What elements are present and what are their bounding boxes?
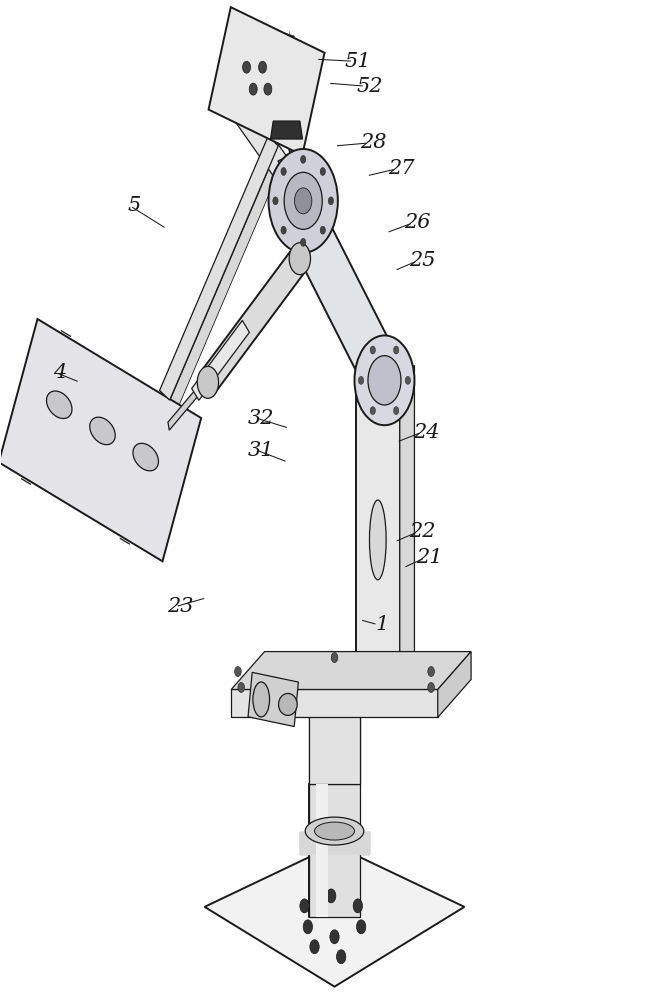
Text: 21: 21 bbox=[417, 548, 443, 567]
Circle shape bbox=[328, 197, 334, 205]
Circle shape bbox=[268, 149, 338, 253]
Text: 22: 22 bbox=[409, 522, 436, 541]
Ellipse shape bbox=[314, 822, 355, 840]
Circle shape bbox=[326, 889, 336, 903]
Text: 23: 23 bbox=[167, 597, 193, 616]
Polygon shape bbox=[231, 652, 471, 689]
Circle shape bbox=[303, 920, 312, 934]
Polygon shape bbox=[270, 121, 302, 139]
Polygon shape bbox=[169, 149, 285, 411]
Circle shape bbox=[368, 356, 401, 405]
Polygon shape bbox=[242, 113, 290, 182]
Ellipse shape bbox=[278, 693, 297, 715]
Circle shape bbox=[300, 155, 306, 163]
Circle shape bbox=[357, 920, 366, 934]
Circle shape bbox=[281, 168, 286, 175]
Polygon shape bbox=[288, 201, 388, 373]
Circle shape bbox=[355, 335, 415, 425]
Circle shape bbox=[320, 168, 325, 175]
Bar bbox=[316, 784, 328, 917]
Circle shape bbox=[197, 366, 219, 398]
Polygon shape bbox=[248, 672, 298, 727]
Circle shape bbox=[427, 682, 434, 692]
Text: 25: 25 bbox=[409, 251, 436, 270]
Polygon shape bbox=[400, 365, 415, 689]
Circle shape bbox=[393, 346, 399, 354]
Polygon shape bbox=[0, 319, 201, 561]
Polygon shape bbox=[438, 652, 471, 717]
Ellipse shape bbox=[253, 682, 270, 717]
Circle shape bbox=[284, 172, 322, 229]
Circle shape bbox=[330, 930, 339, 944]
Circle shape bbox=[337, 950, 346, 964]
Circle shape bbox=[320, 226, 325, 234]
Circle shape bbox=[264, 83, 272, 95]
Circle shape bbox=[273, 197, 278, 205]
Polygon shape bbox=[205, 845, 464, 987]
Text: 28: 28 bbox=[360, 133, 387, 152]
Text: 32: 32 bbox=[248, 409, 274, 428]
Circle shape bbox=[300, 238, 306, 246]
Ellipse shape bbox=[133, 443, 159, 471]
Polygon shape bbox=[201, 248, 306, 393]
Bar bbox=[356, 380, 400, 689]
Text: 24: 24 bbox=[413, 423, 440, 442]
Polygon shape bbox=[231, 689, 438, 717]
Polygon shape bbox=[209, 7, 324, 155]
Bar bbox=[309, 784, 360, 917]
Text: 51: 51 bbox=[345, 52, 371, 71]
Circle shape bbox=[258, 61, 266, 73]
Polygon shape bbox=[168, 376, 208, 430]
Text: 1: 1 bbox=[376, 615, 389, 634]
Text: 5: 5 bbox=[128, 196, 141, 215]
Circle shape bbox=[289, 243, 310, 275]
Ellipse shape bbox=[90, 417, 115, 445]
Polygon shape bbox=[233, 99, 286, 176]
Bar bbox=[309, 689, 360, 784]
Circle shape bbox=[300, 899, 309, 913]
Polygon shape bbox=[192, 320, 250, 400]
Circle shape bbox=[427, 667, 434, 677]
Circle shape bbox=[359, 376, 364, 384]
Circle shape bbox=[238, 682, 245, 692]
Text: 4: 4 bbox=[54, 363, 67, 382]
Circle shape bbox=[393, 407, 399, 415]
Circle shape bbox=[331, 653, 338, 663]
Circle shape bbox=[235, 667, 242, 677]
Circle shape bbox=[353, 899, 363, 913]
Ellipse shape bbox=[47, 391, 72, 419]
Circle shape bbox=[310, 940, 319, 954]
Circle shape bbox=[294, 188, 312, 214]
Polygon shape bbox=[278, 156, 306, 183]
Text: 31: 31 bbox=[248, 441, 274, 460]
Ellipse shape bbox=[369, 500, 386, 580]
Circle shape bbox=[370, 346, 375, 354]
Circle shape bbox=[281, 226, 286, 234]
Ellipse shape bbox=[305, 817, 364, 845]
Polygon shape bbox=[160, 136, 278, 400]
Text: 52: 52 bbox=[357, 77, 383, 96]
Text: 26: 26 bbox=[405, 213, 431, 232]
Circle shape bbox=[250, 83, 257, 95]
Circle shape bbox=[370, 407, 375, 415]
Circle shape bbox=[243, 61, 251, 73]
Circle shape bbox=[405, 376, 411, 384]
Text: 27: 27 bbox=[388, 159, 414, 178]
